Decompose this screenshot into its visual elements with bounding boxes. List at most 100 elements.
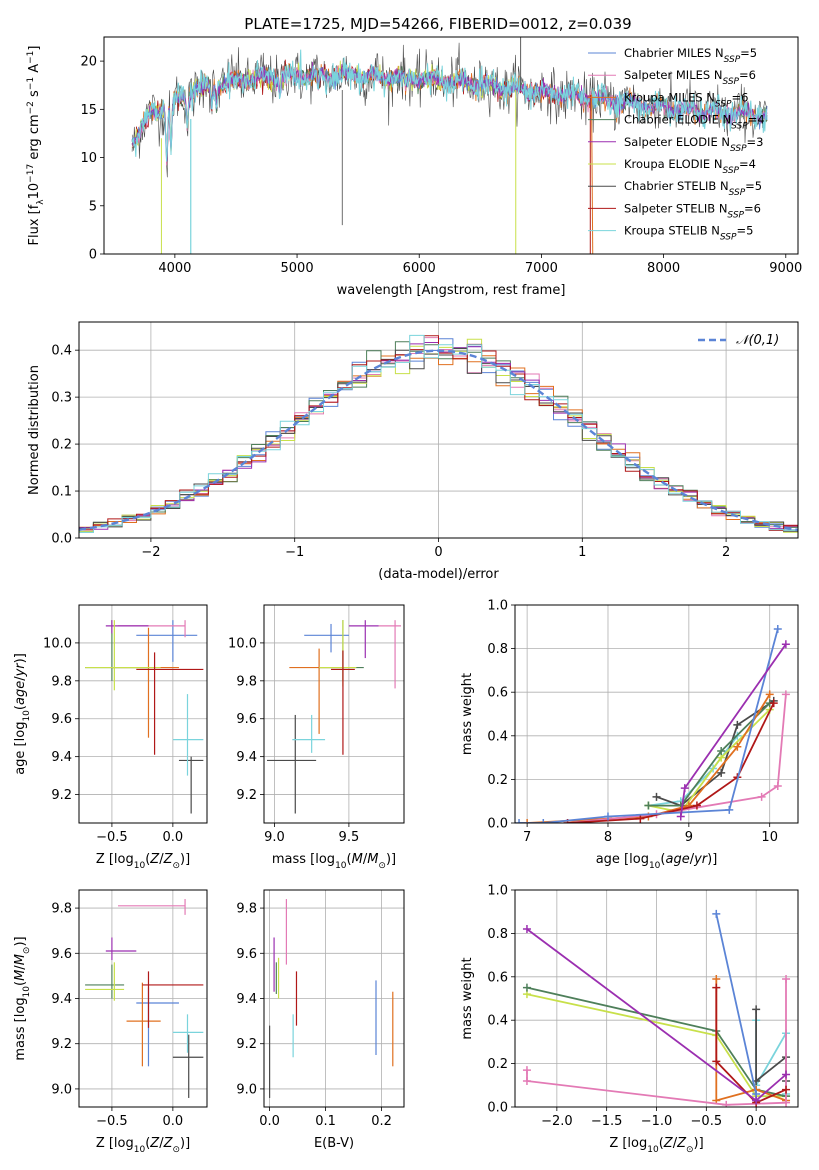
label-part: yr [13,662,28,678]
y-tick-label: 9.2 [51,788,72,803]
y-tick-label: 0.2 [487,1057,508,1072]
x-tick-label: 8 [604,830,612,845]
plot-area [266,620,402,814]
x-tick-label: 5000 [281,261,314,276]
label-part: Chabrier STELIB N [624,179,729,193]
y-tick-label: 0.4 [487,729,508,744]
plot-area [269,899,394,1098]
label-part: age [log [596,852,649,867]
label-part: SSP [715,99,732,109]
label-part: / [13,676,28,681]
label-part: 10 [134,861,146,871]
x-axis-label: mass [log10(M/M⊙)] [272,852,396,871]
y-tick-label: 0.3 [51,391,72,406]
x-tick-label: −2.0 [541,1114,573,1129]
weight-marker [725,805,734,814]
y-tick-label: 0.4 [51,344,72,359]
label-part: Z [663,1136,674,1151]
label-part: erg cm [27,114,42,163]
x-axis-label: E(B-V) [314,1136,354,1151]
y-tick-label: 1.0 [487,884,508,899]
legend-label: Kroupa STELIB NSSP=5 [624,224,753,243]
label-part: / [159,852,164,867]
x-tick-label: −1.0 [641,1114,673,1129]
label-part: =5 [736,224,753,238]
label-part: / [13,965,28,970]
label-part: =4 [739,157,756,171]
label-part: 10 [27,183,42,200]
x-tick-label: 4000 [158,261,191,276]
label-part: Salpeter STELIB N [624,201,727,215]
legend-label: Kroupa ELODIE NSSP=4 [624,157,756,176]
x-tick-label: 9 [685,830,693,845]
x-tick-label: 0.2 [371,1114,392,1129]
x-tick-label: 9.0 [264,830,285,845]
label-part: 10 [649,861,661,871]
label-part: =6 [744,201,761,215]
y-tick-label: 10 [80,151,97,166]
label-part: SSP [722,77,739,87]
label-part: Z [676,1136,687,1151]
label-part: )] [13,936,28,946]
label-part: −17 [26,164,36,183]
label-part: ⊙ [378,861,386,871]
y-tick-label: 9.4 [236,750,257,765]
weight-marker [757,792,766,801]
legend-label: Chabrier ELODIE NSSP=4 [624,113,765,132]
plot-area [515,624,790,823]
y-tick-label: 9.2 [236,1037,257,1052]
x-tick-label: −1 [285,545,304,560]
label-part: ( [145,1136,150,1151]
label-part: ⊙ [172,1145,180,1155]
y-tick-label: 0.4 [487,1014,508,1029]
weight-marker [733,720,742,729]
y-tick-label: 0 [89,248,97,263]
y-tick-label: 9.6 [236,947,257,962]
label-part: Chabrier MILES N [624,46,724,60]
weight-line-chabrier-miles [715,913,757,1101]
label-part: ( [145,852,150,867]
weight-marker [680,784,689,793]
label-part: Salpeter ELODIE N [624,135,730,149]
residuals-panel: 𝒩(0,1) −2 −1 0 1 2 0.0 0.1 0.2 0.3 0.4 (data-model)… [27,321,799,582]
legend-label: Chabrier STELIB NSSP=5 [624,179,762,198]
label-part: )] [180,1136,190,1151]
legend-label: Chabrier MILES NSSP=5 [624,46,757,65]
label-part: ( [347,852,352,867]
y-axis-label: mass weight [460,957,475,1039]
y-tick-label: 9.4 [51,750,72,765]
y-tick-label: 9.0 [236,1082,257,1097]
label-part: / [363,852,368,867]
y-tick-label: 9.8 [51,902,72,917]
y-tick-label: 10.0 [228,636,257,651]
y-axis-label: mass [log10(M/M⊙)] [13,936,32,1060]
y-axis-label: age [log10(age/yr)] [13,653,32,775]
weight-marker [522,983,531,992]
label-part: ⊙ [686,1145,694,1155]
label-part: ( [13,981,28,986]
x-tick-label: 8000 [647,261,680,276]
weight-marker [692,801,701,810]
y-tick-label: 0.1 [51,485,72,500]
label-part: M [13,970,28,981]
label-part: s [27,90,42,101]
weight-marker [712,974,721,983]
weight-marker [733,742,742,751]
weight-marker [752,1005,761,1014]
weight-marker [712,909,721,918]
weight-line-chabrier-miles [519,628,779,823]
label-part: M [367,852,378,867]
label-part: age [665,852,689,867]
label-part: )] [13,653,28,663]
label-part: / [159,1136,164,1151]
x-tick-label: −1.5 [591,1114,623,1129]
y-tick-label: 0.8 [487,642,508,657]
label-part: ( [660,852,665,867]
label-part: −1 [26,51,36,64]
weight-marker [676,812,685,821]
x-tick-label: 1 [578,545,586,560]
weight-marker [523,819,532,823]
